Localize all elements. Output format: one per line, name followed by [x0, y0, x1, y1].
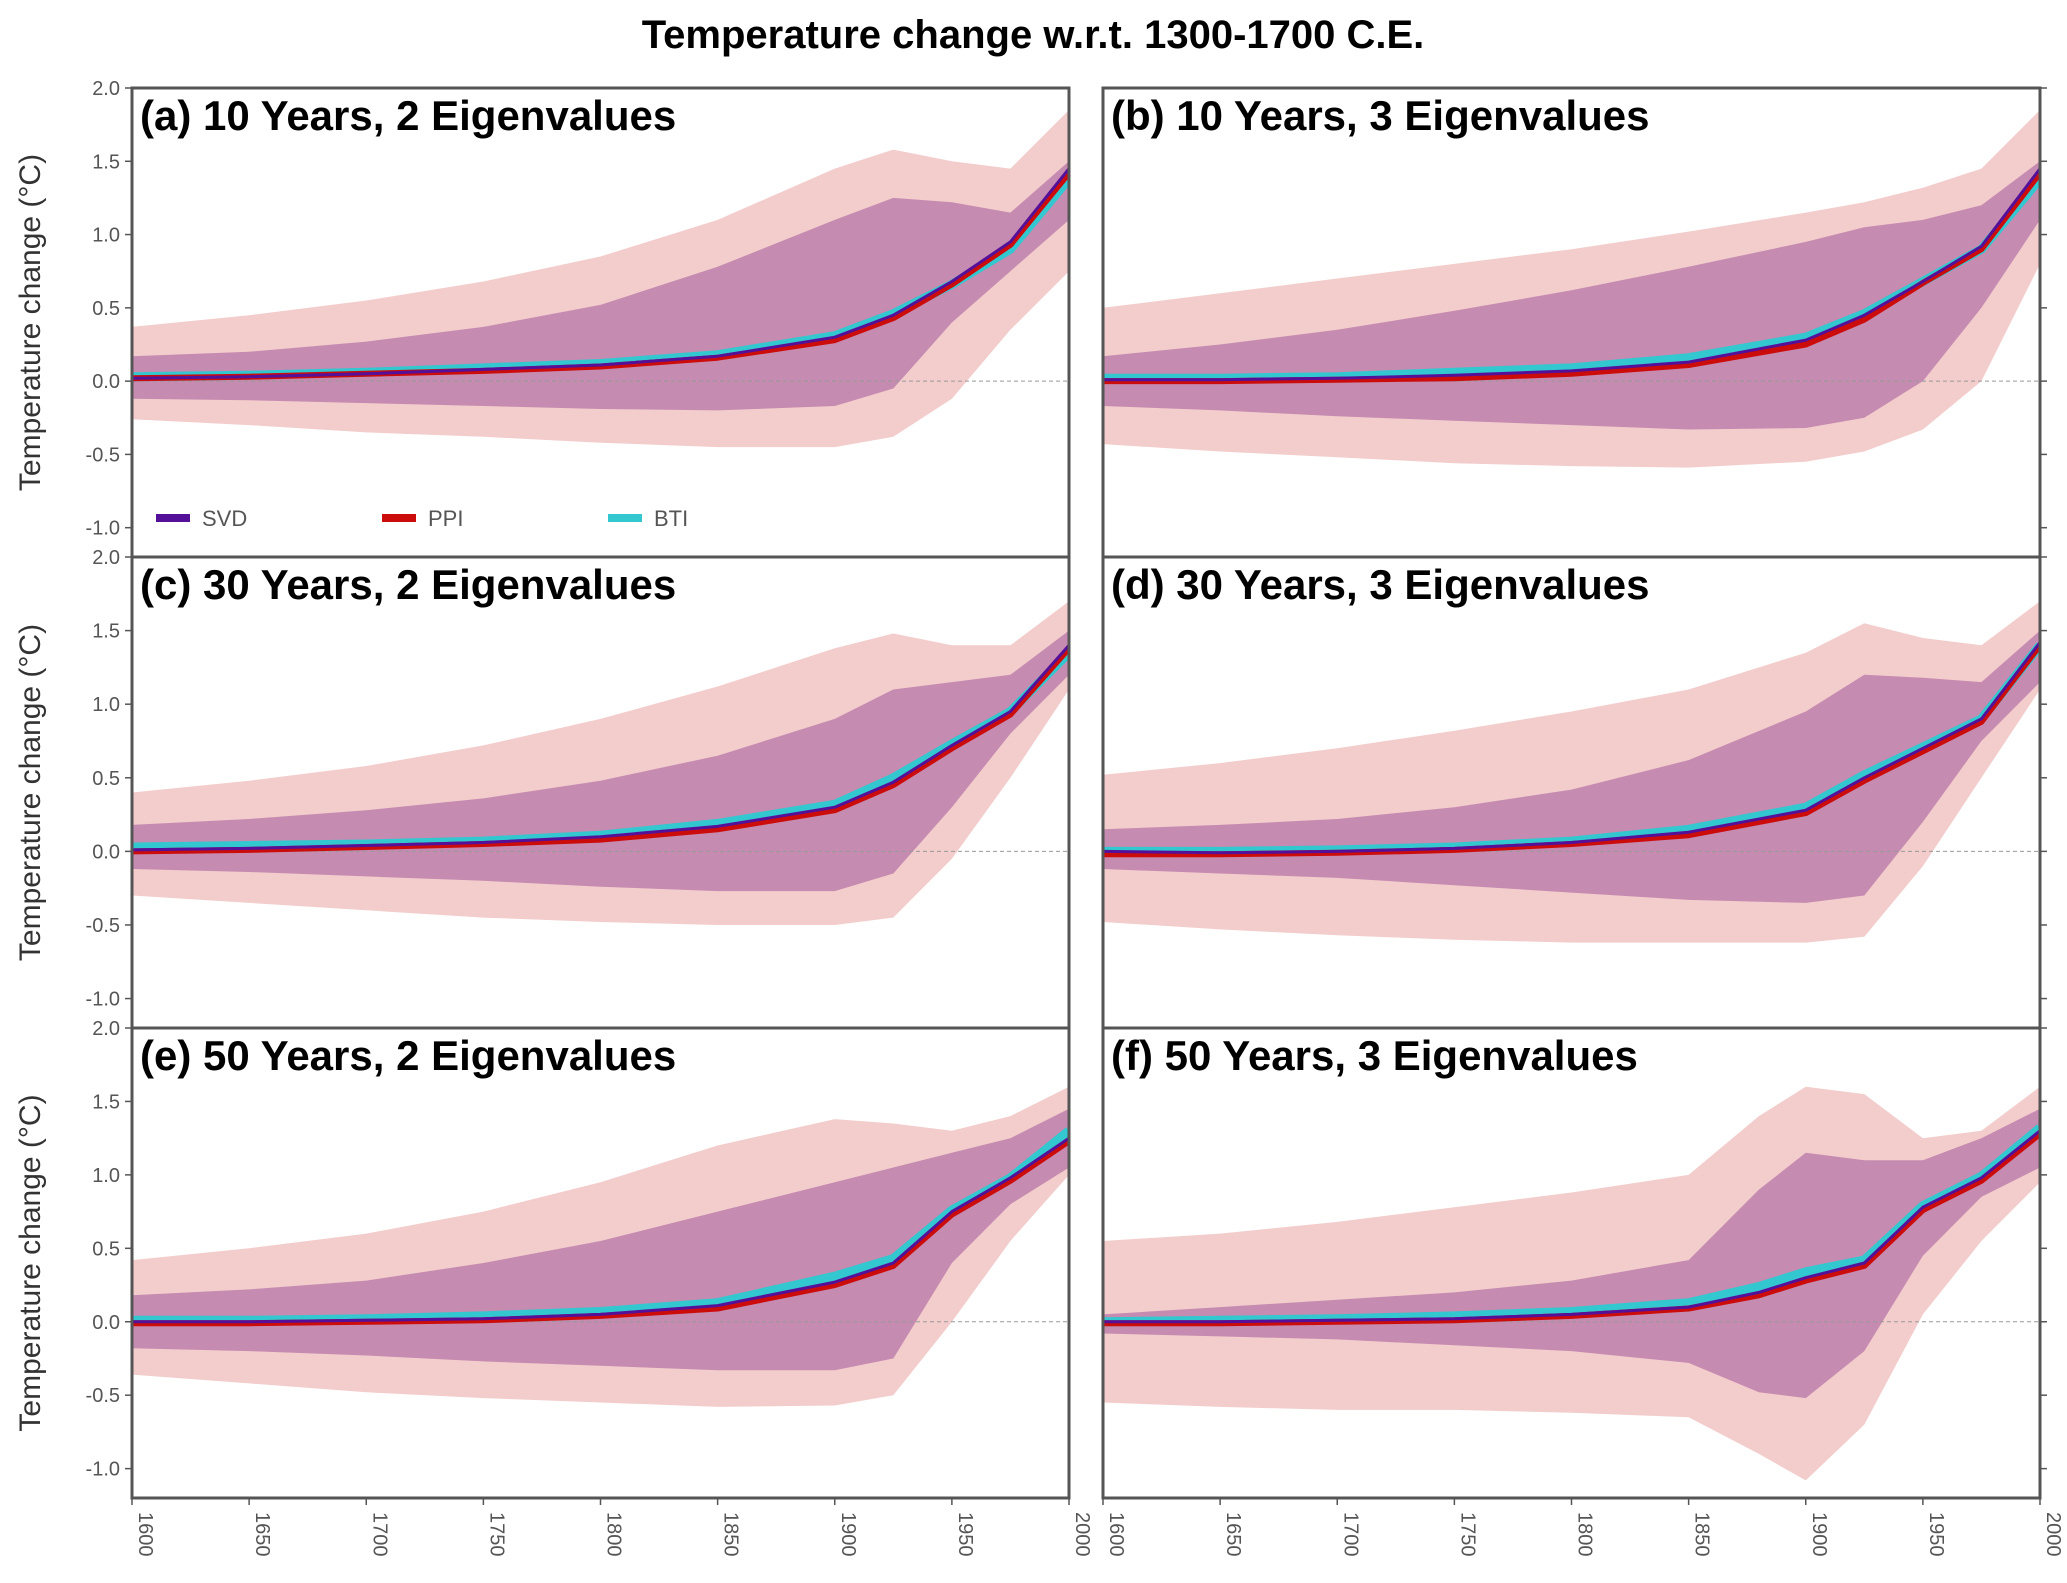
y-tick-label: 0.5 — [92, 768, 120, 790]
y-tick-label: 1.5 — [92, 621, 120, 643]
y-axis-label: Temperature change (°C) — [14, 154, 47, 491]
x-tick-label: 1750 — [485, 1512, 507, 1557]
x-tick-label: 1650 — [1222, 1512, 1244, 1557]
y-tick-label: 0.5 — [92, 298, 120, 320]
plot-area-e — [132, 1086, 1069, 1407]
y-tick-label: 1.5 — [92, 151, 120, 173]
plot-area-b — [1103, 110, 2040, 468]
x-tick-label: 1700 — [368, 1512, 390, 1557]
legend-label-bti: BTI — [654, 506, 688, 531]
panel-title: (a) 10 Years, 2 Eigenvalues — [140, 92, 676, 139]
series-line-svd — [132, 644, 1069, 852]
panel-title: (b) 10 Years, 3 Eigenvalues — [1111, 92, 1650, 139]
panel-e: (e) 50 Years, 2 Eigenvalues 2.0 1.5 1.0 0.5 0… — [14, 1018, 1093, 1557]
panel-b: (b) 10 Years, 3 Eigenvalues — [1101, 86, 2047, 559]
x-tick-label: 1700 — [1339, 1512, 1361, 1557]
inner-uncertainty-band — [132, 630, 1069, 892]
y-axis-label: Temperature change (°C) — [14, 1094, 47, 1431]
x-tick-label: 1850 — [720, 1512, 742, 1557]
plot-area-d — [1103, 601, 2040, 943]
y-tick-label: 2.0 — [92, 1018, 120, 1040]
series-line-svd — [1103, 1129, 2040, 1324]
x-tick-label: 1950 — [954, 1512, 976, 1557]
x-tick-label: 1600 — [134, 1512, 156, 1557]
panel-f: (f) 50 Years, 3 Eigenvalues 1600 1650 1700 1… — [1101, 1026, 2064, 1557]
x-tick-label: 1900 — [1808, 1512, 1830, 1557]
panel-a: (a) 10 Years, 2 Eigenvalues 2.0 1.5 1.0 0.5 0… — [14, 78, 1071, 559]
y-tick-label: 1.0 — [92, 1165, 120, 1187]
inner-uncertainty-band — [1103, 161, 2040, 430]
panel-title: (f) 50 Years, 3 Eigenvalues — [1111, 1032, 1638, 1079]
series-line-svd — [1103, 167, 2040, 382]
y-tick-label: -1.0 — [86, 1459, 120, 1481]
y-tick-label: -1.0 — [86, 989, 120, 1011]
y-tick-label: -1.0 — [86, 518, 120, 540]
x-tick-label: 2000 — [1071, 1512, 1093, 1557]
y-tick-label: -0.5 — [86, 1385, 120, 1407]
series-line-svd — [132, 1136, 1069, 1324]
x-tick-label: 1950 — [1925, 1512, 1947, 1557]
legend: SVD PPI BTI — [156, 506, 688, 531]
y-tick-label: 2.0 — [92, 78, 120, 100]
series-line-svd — [1103, 641, 2040, 855]
y-axis-label: Temperature change (°C) — [14, 624, 47, 961]
y-tick-label: -0.5 — [86, 444, 120, 466]
figure-title: Temperature change w.r.t. 1300-1700 C.E. — [642, 13, 1425, 57]
y-tick-label: 0.0 — [92, 371, 120, 393]
inner-uncertainty-band — [132, 161, 1069, 411]
x-tick-label: 2000 — [2042, 1512, 2064, 1557]
legend-label-ppi: PPI — [428, 506, 463, 531]
y-tick-label: 1.5 — [92, 1091, 120, 1113]
panel-c: (c) 30 Years, 2 Eigenvalues 2.0 1.5 1.0 0.5 0… — [14, 547, 1071, 1030]
panel-title: (c) 30 Years, 2 Eigenvalues — [140, 561, 676, 608]
x-tick-label: 1800 — [603, 1512, 625, 1557]
y-tick-label: 0.0 — [92, 841, 120, 863]
y-tick-label: -0.5 — [86, 915, 120, 937]
y-tick-label: 0.0 — [92, 1312, 120, 1334]
inner-uncertainty-band — [132, 1108, 1069, 1371]
x-tick-label: 1800 — [1574, 1512, 1596, 1557]
inner-uncertainty-band — [1103, 630, 2040, 903]
y-tick-label: 1.0 — [92, 225, 120, 247]
plot-area-c — [132, 601, 1069, 925]
panel-title: (d) 30 Years, 3 Eigenvalues — [1111, 561, 1650, 608]
plot-area-f — [1103, 1086, 2040, 1481]
y-tick-label: 2.0 — [92, 547, 120, 569]
y-tick-label: 1.0 — [92, 694, 120, 716]
panel-d: (d) 30 Years, 3 Eigenvalues — [1101, 555, 2047, 1030]
plot-area-a — [132, 110, 1069, 448]
x-tick-label: 1750 — [1456, 1512, 1478, 1557]
inner-uncertainty-band — [1103, 1108, 2040, 1399]
panel-title: (e) 50 Years, 2 Eigenvalues — [140, 1032, 676, 1079]
series-line-svd — [132, 167, 1069, 380]
y-tick-label: 0.5 — [92, 1238, 120, 1260]
panels: (a) 10 Years, 2 Eigenvalues 2.0 1.5 1.0 0.5 0… — [14, 78, 2064, 1557]
x-tick-label: 1850 — [1691, 1512, 1713, 1557]
legend-label-svd: SVD — [202, 506, 247, 531]
x-tick-label: 1650 — [251, 1512, 273, 1557]
x-tick-label: 1900 — [837, 1512, 859, 1557]
x-tick-label: 1600 — [1105, 1512, 1127, 1557]
